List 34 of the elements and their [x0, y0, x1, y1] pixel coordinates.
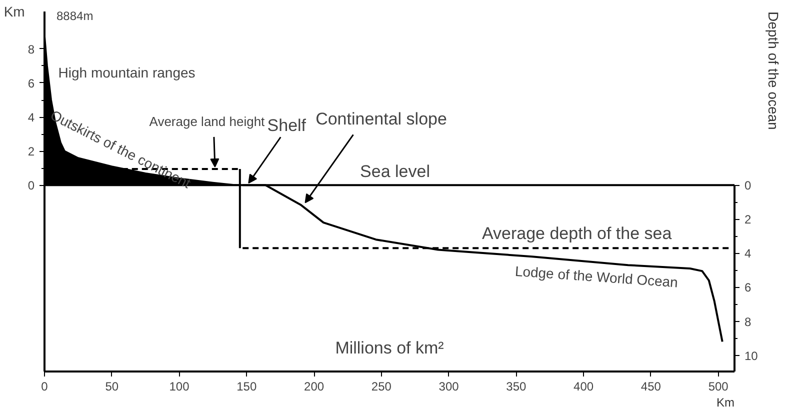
annotation: Shelf — [267, 116, 306, 136]
x-tick-label: 300 — [438, 380, 460, 394]
y2-tick-label: 4 — [744, 246, 752, 261]
x-tick-label: 200 — [304, 380, 324, 394]
y-tick-label: 8 — [28, 42, 35, 56]
x-axis-title: Millions of km² — [335, 338, 444, 358]
x-tick-label: 250 — [371, 380, 392, 394]
y2-tick-label: 8 — [744, 314, 752, 329]
y2-tick-label: 10 — [744, 348, 758, 363]
x-tick-label: 450 — [640, 380, 662, 394]
x-tick-label: 150 — [236, 380, 257, 394]
ref-line-label: Sea level — [360, 162, 430, 182]
text: Km — [716, 396, 735, 407]
y-tick-label: 2 — [28, 144, 35, 159]
annotation: Continental slope — [316, 110, 447, 129]
y2-tick-label: 6 — [744, 280, 752, 295]
x-tick-label: 100 — [169, 380, 190, 394]
x-tick-label: 500 — [708, 380, 729, 394]
y2-tick-label: 2 — [744, 212, 752, 227]
y2-tick-label: 0 — [744, 178, 752, 193]
y-tick-label: 4 — [28, 110, 35, 125]
x-tick-label: 350 — [506, 380, 527, 394]
annotation: Lodge of the World Ocean — [514, 262, 678, 290]
x-tick-label: 50 — [105, 380, 119, 394]
y-axis-title: Km — [4, 4, 25, 20]
annotation: Average depth of the sea — [482, 224, 672, 244]
annotation: High mountain ranges — [58, 64, 196, 81]
annotation: Average land height — [149, 114, 266, 129]
x-tick-label: 400 — [574, 380, 594, 394]
y2-axis-title: Depth of the ocean — [766, 12, 782, 130]
x-tick-label: 0 — [41, 380, 48, 394]
y-tick-label: 6 — [28, 76, 35, 90]
annotation: 8884m — [56, 8, 94, 23]
y-tick-label: 0 — [28, 178, 35, 193]
